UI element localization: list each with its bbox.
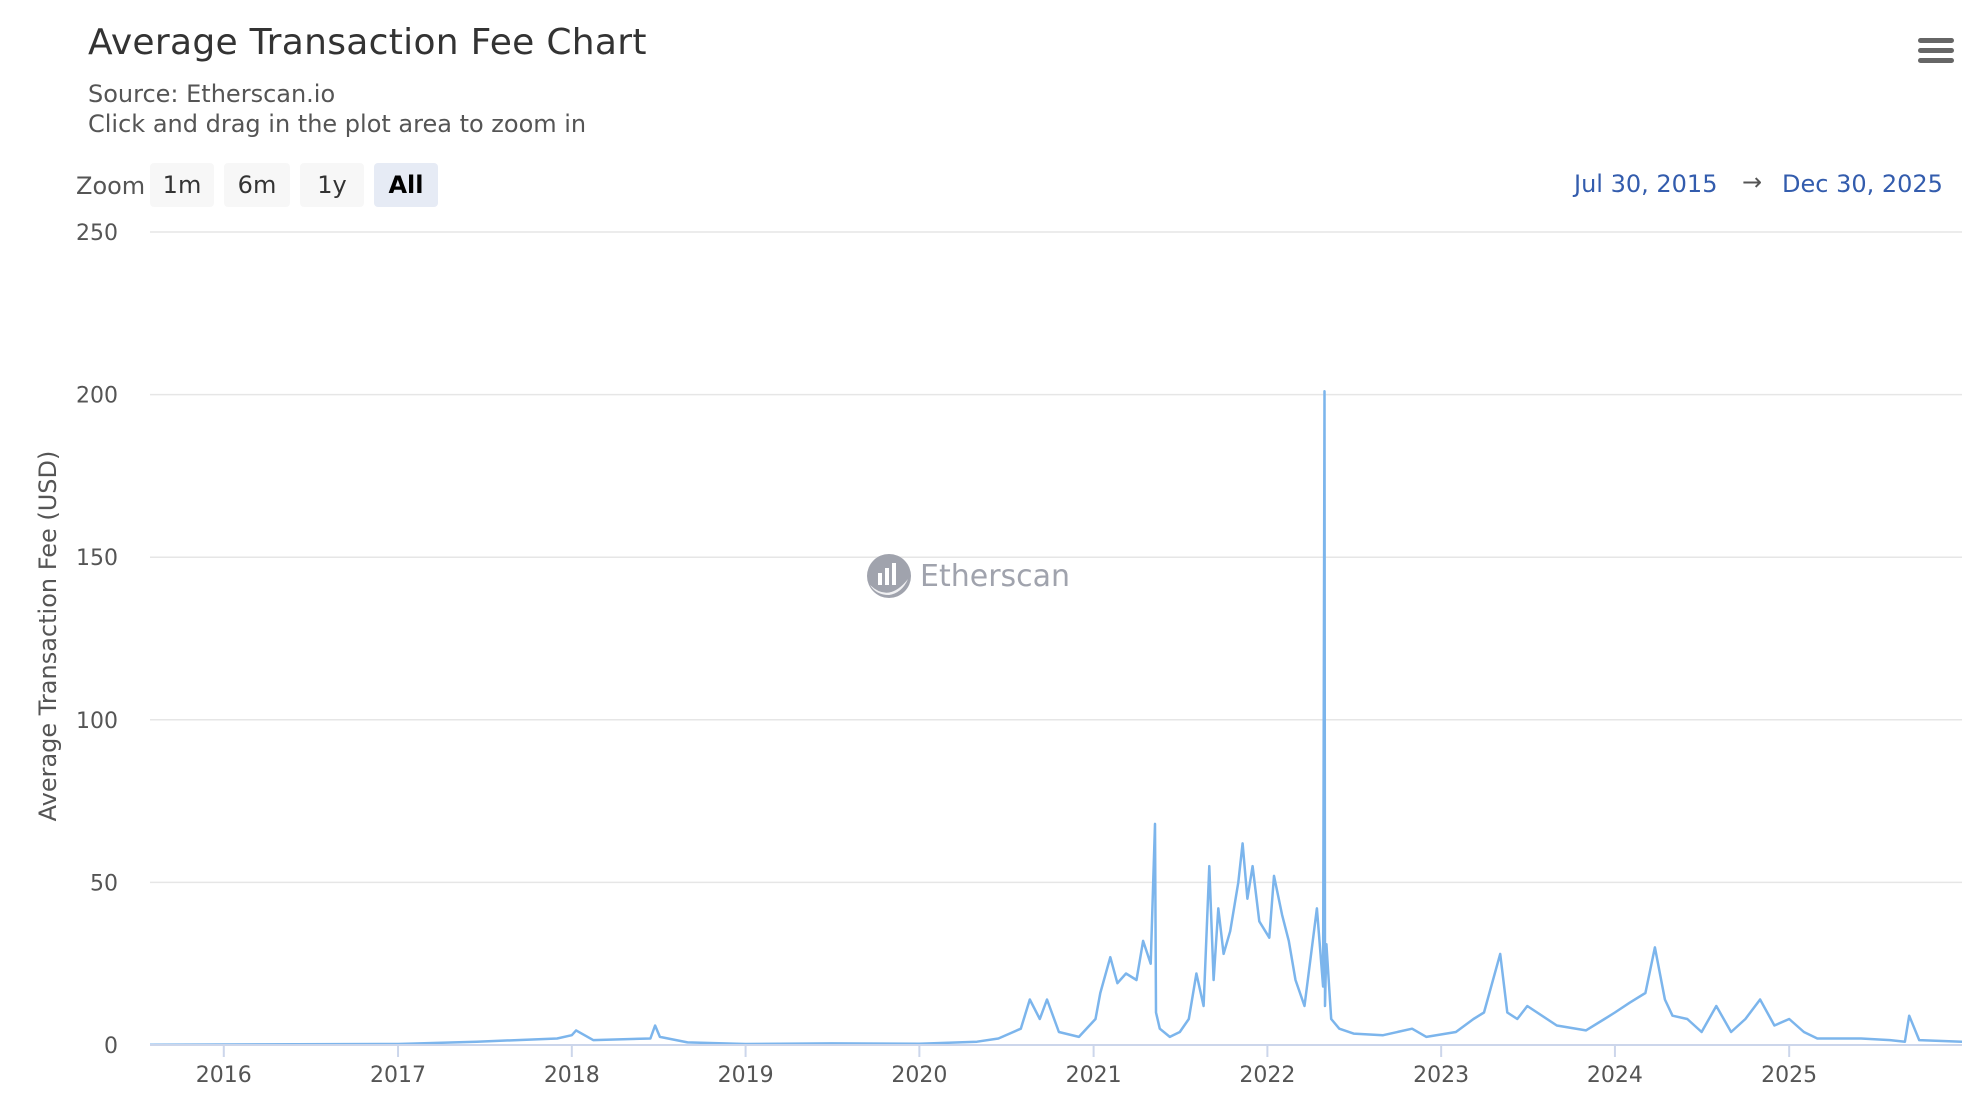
etherscan-watermark: Etherscan [866,553,1070,599]
x-tick-label: 2024 [1587,1063,1643,1088]
watermark-text: Etherscan [920,558,1071,594]
zoom-all-button[interactable]: All [374,163,438,207]
y-tick-label: 200 [76,384,118,409]
y-axis-label: Average Transaction Fee (USD) [34,451,62,822]
y-tick-label: 0 [104,1034,118,1059]
etherscan-logo-icon [867,554,911,598]
chart-title: Average Transaction Fee Chart [88,22,647,63]
range-from-date[interactable]: Jul 30, 2015 [1574,170,1718,198]
chart-source: Source: Etherscan.io [88,80,336,108]
y-tick-label: 50 [90,871,118,896]
hamburger-menu-icon[interactable] [1918,38,1954,68]
x-tick-label: 2022 [1239,1063,1295,1088]
y-tick-label: 250 [76,221,118,246]
x-tick-label: 2018 [544,1063,600,1088]
zoom-6m-button[interactable]: 6m [224,163,290,207]
y-tick-label: 150 [76,546,118,571]
y-tick-label: 100 [76,709,118,734]
fee-series-line [149,390,1963,1046]
x-tick-label: 2020 [891,1063,947,1088]
x-tick-label: 2019 [718,1063,774,1088]
range-arrow: → [1742,168,1763,196]
chart-zoom-hint: Click and drag in the plot area to zoom … [88,110,587,138]
x-tick-label: 2021 [1066,1063,1122,1088]
x-tick-label: 2023 [1413,1063,1469,1088]
zoom-label: Zoom [76,172,146,200]
range-to-date[interactable]: Dec 30, 2025 [1782,170,1943,198]
zoom-1m-button[interactable]: 1m [150,163,214,207]
x-tick-label: 2017 [370,1063,426,1088]
zoom-1y-button[interactable]: 1y [300,163,364,207]
x-tick-label: 2025 [1761,1063,1817,1088]
x-tick-label: 2016 [196,1063,252,1088]
